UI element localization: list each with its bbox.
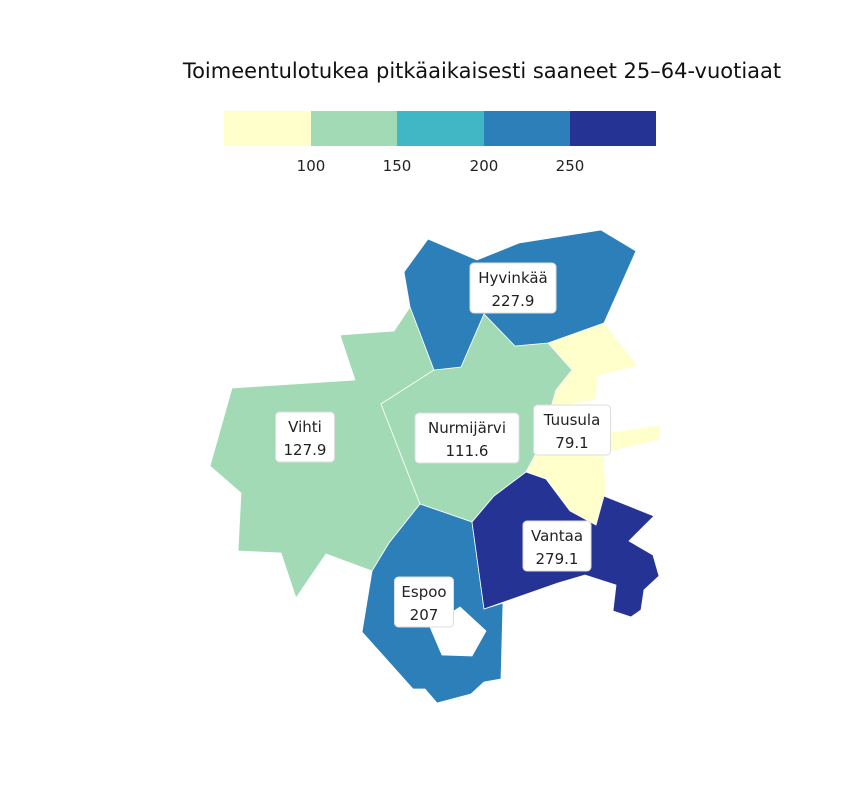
label-value-nurmijarvi: 111.6 [446, 442, 489, 460]
legend-swatch-2 [311, 111, 397, 146]
label-name-espoo: Espoo [401, 583, 446, 601]
label-hyvinkaa: Hyvinkää 227.9 [469, 262, 557, 314]
legend-swatch-3 [397, 111, 484, 146]
label-value-tuusula: 79.1 [555, 434, 588, 452]
legend-tick-200: 200 [470, 157, 499, 175]
regions [209, 229, 661, 704]
legend-tick-250: 250 [556, 157, 585, 175]
label-vihti: Vihti 127.9 [275, 411, 335, 463]
label-value-vantaa: 279.1 [536, 550, 579, 568]
label-tuusula: Tuusula 79.1 [533, 404, 611, 456]
label-nurmijarvi: Nurmijärvi 111.6 [414, 412, 520, 464]
label-box-vantaa [522, 520, 592, 572]
label-name-nurmijarvi: Nurmijärvi [428, 419, 506, 437]
label-name-vantaa: Vantaa [531, 527, 583, 545]
label-espoo: Espoo 207 [394, 576, 454, 628]
label-name-tuusula: Tuusula [543, 411, 601, 429]
legend-tick-100: 100 [297, 157, 326, 175]
legend-swatch-4 [484, 111, 570, 146]
legend-swatch-5 [570, 111, 656, 146]
label-value-vihti: 127.9 [284, 441, 327, 459]
legend-tick-150: 150 [383, 157, 412, 175]
label-value-espoo: 207 [410, 606, 439, 624]
label-name-vihti: Vihti [288, 418, 322, 436]
label-value-hyvinkaa: 227.9 [492, 292, 535, 310]
label-vantaa: Vantaa 279.1 [522, 520, 592, 572]
region-tuusula-exclave[interactable] [606, 424, 661, 453]
region-labels: Hyvinkää 227.9 Vihti 127.9 Nurmijärvi 111.6 Tu… [275, 262, 611, 628]
color-legend: 100 150 200 250 [224, 111, 656, 175]
label-box-nurmijarvi [414, 412, 520, 464]
map-title: Toimeentulotukea pitkäaikaisesti saaneet… [182, 59, 781, 83]
label-box-espoo [394, 576, 454, 628]
label-box-vihti [275, 411, 335, 463]
legend-swatch-1 [224, 111, 311, 146]
label-name-hyvinkaa: Hyvinkää [478, 269, 548, 287]
label-box-hyvinkaa [469, 262, 557, 314]
label-box-tuusula [533, 404, 611, 456]
